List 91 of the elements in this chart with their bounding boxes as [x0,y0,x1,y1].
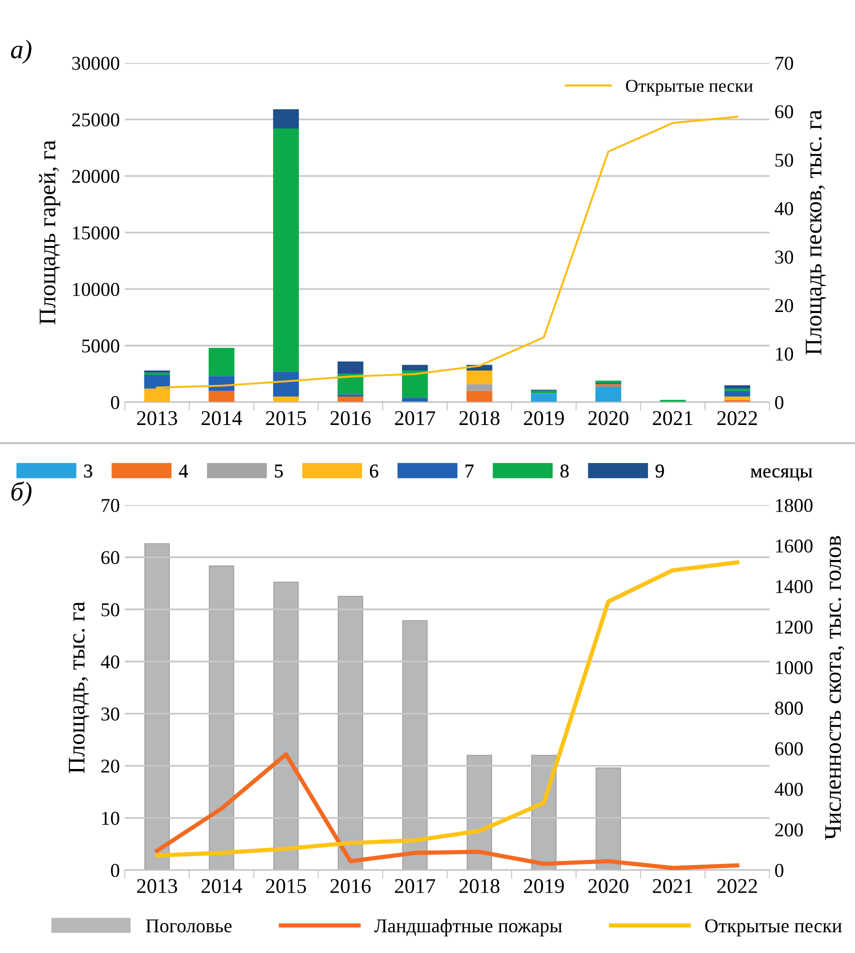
y2-axis-title: Площадь песков, тыс. га [806,110,826,355]
x-tick-label: 2019 [524,411,564,426]
y-tick-label: 25000 [72,113,120,126]
y2-tick-label: 10 [776,348,794,361]
line-series [154,560,740,858]
y-tick-label: 10000 [73,282,120,296]
y-tick-label: 50 [102,603,120,616]
bar [273,128,299,372]
bar [724,390,750,397]
y-tick-label: 10 [102,812,120,825]
bar [144,375,170,389]
legend-label: 7 [466,464,474,478]
y2-tick-label: 400 [774,782,803,796]
x-tick-label: 2017 [395,879,436,894]
y2-tick-label: 800 [775,702,803,715]
x-tick-label: 2013 [137,411,178,426]
y-tick-label: 30000 [72,56,120,70]
x-tick-label: 2014 [202,411,242,426]
y-tick-label: 15000 [73,226,120,240]
y2-tick-label: 20 [775,299,794,312]
y2-tick-label: 0 [775,864,784,878]
bar [338,361,364,374]
bar [466,384,492,391]
legend-label: Открытые пески [626,80,753,96]
x-tick-label: 2015 [266,411,306,426]
y-axis-title: Площадь гарей, га [39,140,60,324]
y-tick-label: 0 [110,396,120,410]
y-tick-label: 30 [101,707,120,721]
y2-tick-label: 1400 [776,580,813,594]
legend-label: 4 [178,464,188,478]
legend-label: 8 [560,464,569,478]
x-tick-label: 2017 [395,411,436,426]
y2-tick-label: 70 [776,56,794,70]
bar [466,370,492,384]
y-tick-label: 70 [102,498,120,512]
legend-label: 9 [656,464,664,478]
x-tick-label: 2016 [330,411,371,426]
x-tick-label: 2021 [652,411,692,426]
bar [724,385,750,389]
bar [724,396,750,400]
bar [338,394,364,397]
y-tick-label: 20000 [72,170,120,183]
bar [402,364,428,370]
x-tick-label: 2014 [202,879,242,894]
bar [402,370,428,398]
bar [208,390,234,402]
y-tick-label: 0 [110,864,120,878]
x-tick-label: 2022 [717,879,757,894]
x-tick-label: 2013 [137,879,178,894]
y2-tick-label: 200 [775,823,803,836]
x-tick-label: 2019 [524,879,564,894]
legend-label: 6 [370,464,378,478]
bar [466,390,492,402]
bar [208,348,234,376]
legend-label: Поголовье [146,919,232,932]
y2-tick-label: 0 [775,396,784,410]
x-tick-label: 2020 [588,411,628,426]
bar [595,386,622,402]
legend-label: Открытые пески [705,919,842,936]
y2-tick-label: 1200 [776,620,813,634]
legend-title: месяцы [750,468,812,482]
bar [273,372,299,397]
y2-tick-label: 40 [774,202,794,216]
line-series [154,752,740,870]
y2-tick-label: 30 [775,250,794,264]
legend-label: 3 [84,464,92,478]
y2-tick-label: 600 [775,742,803,756]
y2-tick-label: 1000 [776,661,813,674]
x-tick-label: 2015 [266,879,306,894]
x-tick-label: 2016 [330,879,371,894]
legend-label: 5 [274,464,283,478]
x-tick-label: 2020 [588,879,628,894]
y-tick-label: 20 [101,760,120,773]
y-axis-title: Площадь, тыс. га [68,602,90,774]
y2-tick-label: 1600 [776,539,813,553]
x-tick-label: 2018 [459,411,500,426]
chart-title: а) [11,40,32,64]
bar [273,109,299,128]
y-tick-label: 60 [101,551,120,564]
y2-axis-title: Численность скота, тыс. голов [825,536,844,840]
y2-tick-label: 50 [775,154,794,167]
y2-tick-label: 1800 [776,498,813,512]
bar [530,393,557,402]
x-tick-label: 2022 [717,411,757,426]
chart-title: б) [11,481,32,506]
x-tick-label: 2018 [459,879,500,894]
y-tick-label: 40 [100,655,120,668]
y-tick-label: 5000 [82,339,120,353]
legend-label: Ландшафтные пожары [374,918,562,936]
x-tick-label: 2021 [652,879,692,894]
y2-tick-label: 60 [775,105,794,118]
